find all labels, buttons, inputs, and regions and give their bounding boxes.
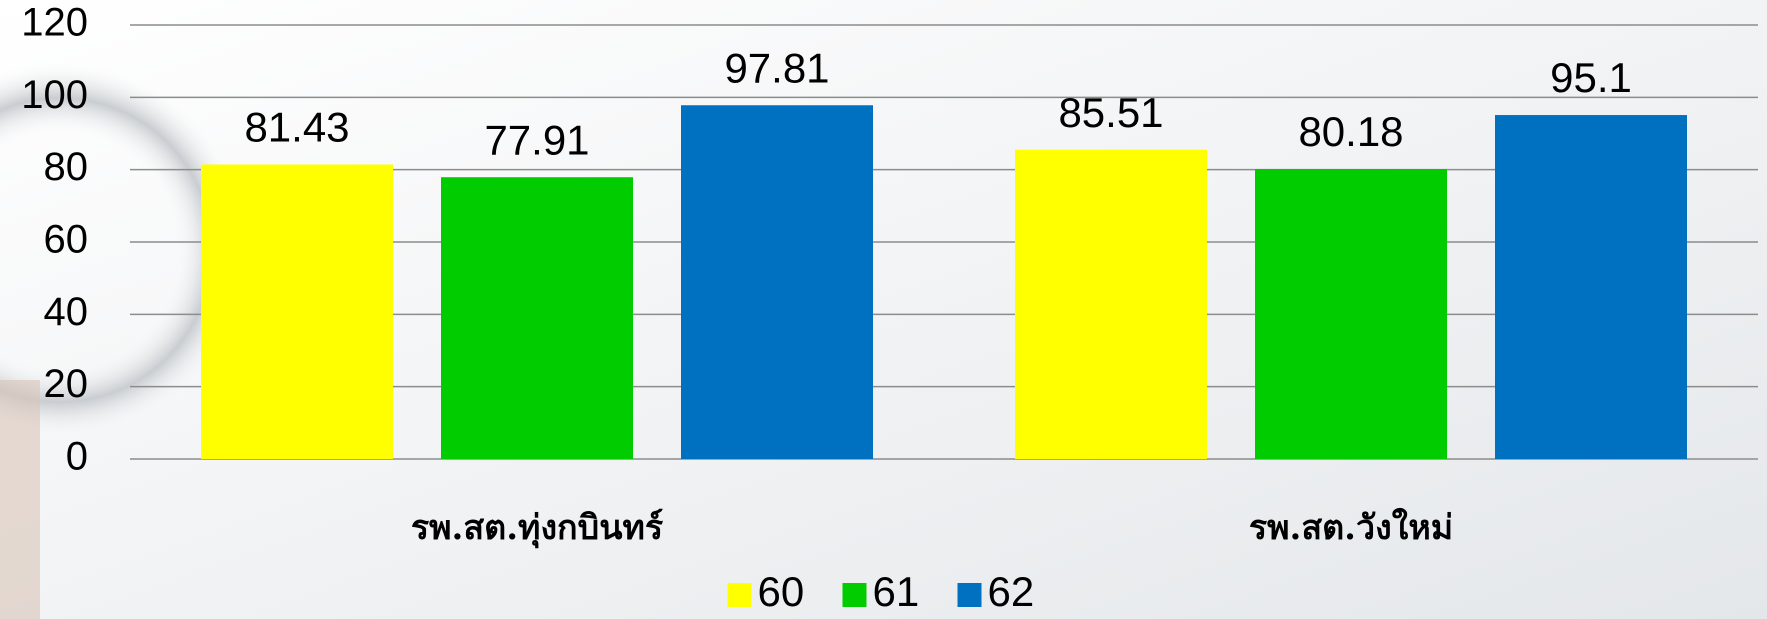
- bar: [681, 105, 873, 459]
- x-tick-label: รพ.สต.ทุ่งกบินทร์: [411, 508, 664, 549]
- decoration: [0, 60, 250, 440]
- y-tick-label: 120: [21, 1, 88, 45]
- bar: [1495, 115, 1687, 460]
- bar: [1015, 149, 1207, 459]
- data-label: 95.1: [1550, 54, 1632, 101]
- legend-swatch: [727, 583, 752, 607]
- legend-swatch: [842, 583, 867, 607]
- y-tick-label: 100: [21, 73, 88, 117]
- decoration: [0, 380, 40, 619]
- legend-label: 60: [758, 568, 805, 615]
- legend-label: 62: [988, 568, 1035, 615]
- y-tick-label: 20: [44, 362, 89, 406]
- data-label: 97.81: [724, 44, 829, 91]
- x-tick-label: รพ.สต.วังใหม่: [1249, 507, 1453, 548]
- legend-swatch: [957, 583, 982, 607]
- data-label: 81.43: [244, 104, 349, 151]
- y-tick-label: 60: [44, 218, 89, 262]
- y-tick-label: 0: [66, 435, 88, 479]
- y-tick-label: 40: [44, 290, 89, 334]
- bar: [201, 164, 393, 460]
- legend-label: 61: [873, 568, 920, 615]
- data-label: 85.51: [1058, 89, 1163, 136]
- bar: [1255, 169, 1447, 459]
- y-tick-label: 80: [44, 145, 89, 189]
- data-label: 77.91: [484, 116, 589, 163]
- data-label: 80.18: [1298, 108, 1403, 155]
- bar: [441, 177, 633, 459]
